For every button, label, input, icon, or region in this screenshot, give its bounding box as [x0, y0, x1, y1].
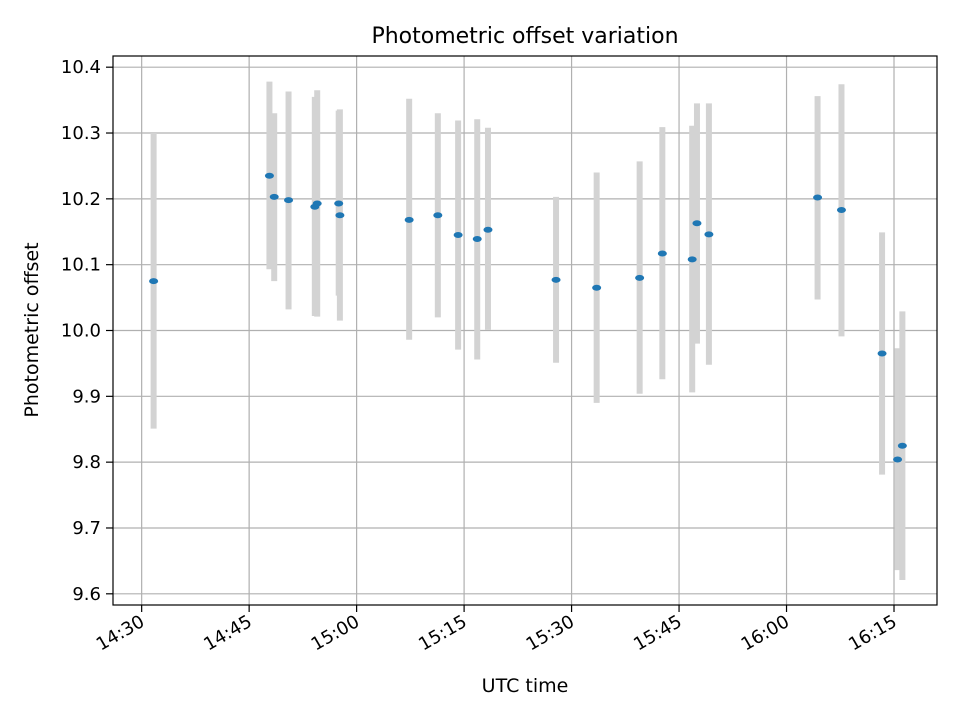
data-point [312, 200, 322, 207]
data-point [897, 442, 907, 449]
data-point [433, 212, 443, 219]
data-point [635, 274, 645, 281]
data-point [483, 226, 493, 233]
y-tick-label: 10.0 [61, 321, 101, 342]
data-point [335, 212, 345, 219]
data-point [149, 278, 159, 285]
data-point [836, 207, 846, 214]
data-point [334, 200, 344, 207]
data-point [269, 193, 279, 200]
data-point [404, 216, 414, 223]
data-point [704, 231, 714, 238]
data-point [893, 456, 903, 463]
chart-title: Photometric offset variation [371, 24, 678, 49]
y-tick-label: 10.4 [61, 57, 101, 78]
data-point [453, 232, 463, 239]
y-tick-label: 10.1 [61, 255, 101, 276]
data-point [284, 197, 294, 204]
y-tick-label: 9.8 [72, 452, 101, 473]
y-tick-label: 10.3 [61, 123, 101, 144]
y-axis: 9.6 9.7 9.8 9.9 10.0 10.1 10.2 10.3 10.4 [61, 57, 113, 605]
y-tick-label: 9.6 [72, 584, 101, 605]
y-axis-label: Photometric offset [21, 242, 43, 417]
y-tick-label: 10.2 [61, 189, 101, 210]
data-point [687, 256, 697, 263]
data-point [472, 236, 482, 242]
data-point [657, 250, 667, 257]
data-point [264, 172, 274, 179]
y-tick-label: 9.7 [72, 518, 101, 539]
data-point [877, 350, 887, 357]
data-point [692, 220, 702, 227]
data-point [551, 276, 561, 283]
data-points [149, 172, 907, 463]
x-axis-label: UTC time [482, 675, 569, 697]
data-point [813, 194, 823, 201]
grid [113, 56, 937, 605]
data-point [592, 284, 602, 291]
y-tick-label: 9.9 [72, 386, 101, 407]
